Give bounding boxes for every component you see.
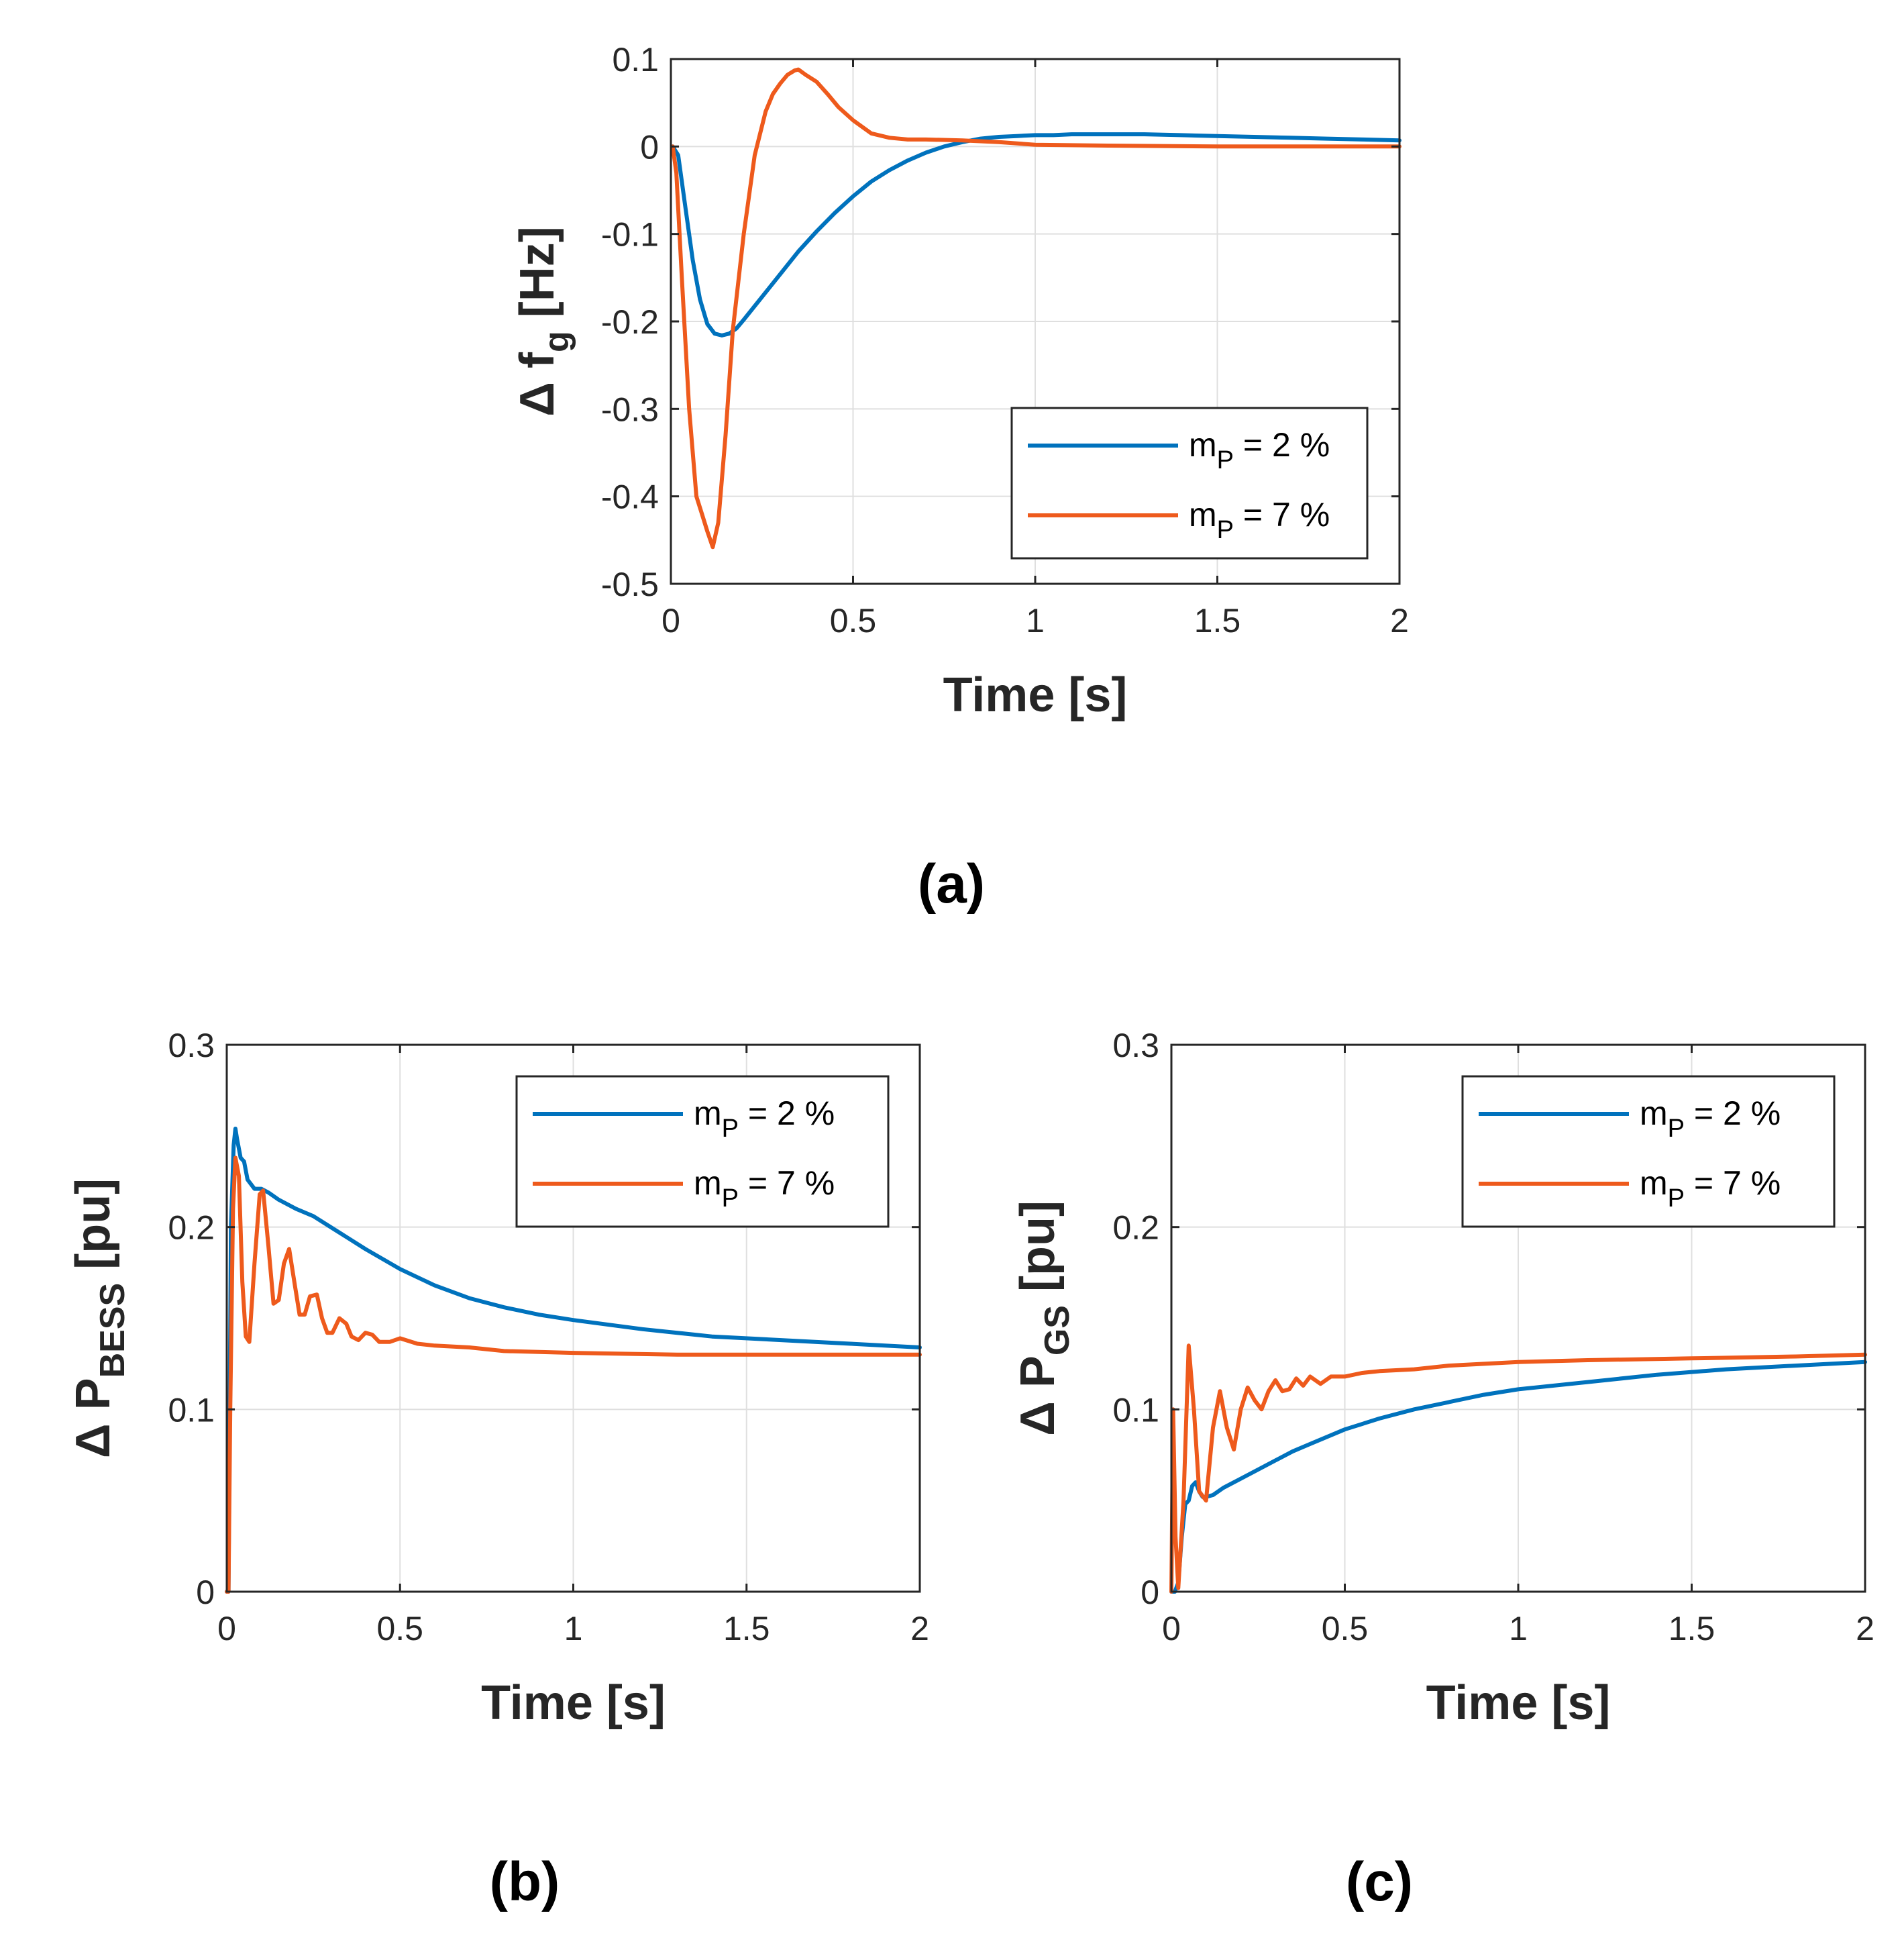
x-tick-label: 0 [217, 1610, 236, 1647]
y-tick-label: 0.1 [168, 1391, 215, 1429]
y-axis-label-subscript: GS [1038, 1305, 1077, 1355]
x-tick-label: 0.5 [830, 602, 877, 639]
y-tick-label: 0.1 [612, 41, 659, 79]
legend-entry-1: mP = 2 % [694, 1094, 835, 1143]
legend-box [1461, 1075, 1836, 1228]
y-axis-label: Δ PGS [pu] [1011, 1200, 1077, 1436]
x-tick-label: 1.5 [723, 1610, 770, 1647]
legend-entry-main: m [1189, 496, 1217, 533]
legend-entry-rest: = 2 % [1234, 426, 1330, 464]
chart-b: 0 0.5 1 1.5 2 0 0.1 0.2 0.3 Time [s] Δ PBESS [pu] m… [66, 1027, 929, 1912]
y-axis-label-main: Δ P [66, 1378, 120, 1458]
y-tick-label: 0 [196, 1574, 215, 1611]
x-tick-label: 1 [564, 1610, 583, 1647]
x-tick-label: 0 [1162, 1610, 1181, 1647]
legend-entry-2: mP = 7 % [694, 1164, 835, 1213]
chart-caption: (c) [1346, 1851, 1413, 1912]
x-tick-label: 0.5 [376, 1610, 423, 1647]
series-line-2 [670, 67, 1401, 550]
legend-entry-subscript: P [1668, 1115, 1685, 1143]
legend-entry-2: mP = 7 % [1189, 496, 1330, 544]
legend-entry-rest: = 7 % [1234, 496, 1330, 533]
chart-caption: (a) [918, 854, 985, 915]
legend-entry-1: mP = 2 % [1640, 1094, 1781, 1143]
y-axis-label-subscript: g [537, 331, 576, 352]
series-line-1 [225, 1127, 922, 1594]
legend-entry-1: mP = 2 % [1189, 426, 1330, 474]
y-axis-label: Δ fg [Hz] [511, 226, 576, 416]
legend-entry-rest: = 7 % [1685, 1164, 1781, 1202]
y-tick-label: 0.2 [168, 1209, 215, 1247]
y-tick-label: -0.3 [601, 391, 659, 428]
x-tick-label: 1.5 [1669, 1610, 1715, 1647]
x-axis-label: Time [s] [481, 1676, 666, 1730]
series-line-1 [1169, 1360, 1867, 1594]
y-tick-label: 0.3 [168, 1027, 215, 1064]
series-line-2 [1169, 1343, 1867, 1594]
y-axis-label-unit: [pu] [1011, 1200, 1065, 1305]
legend-entry-main: m [694, 1164, 722, 1202]
y-tick-label: 0 [1141, 1574, 1159, 1611]
legend-entry-subscript: P [1217, 516, 1234, 544]
y-tick-label: 0.1 [1112, 1391, 1159, 1429]
legend-entry-rest: = 7 % [739, 1164, 835, 1202]
series-line-2 [225, 1156, 922, 1594]
legend-entry-rest: = 2 % [739, 1094, 835, 1132]
x-tick-label: 1.5 [1194, 602, 1241, 639]
x-tick-label: 2 [910, 1610, 929, 1647]
chart-caption: (b) [490, 1851, 560, 1912]
y-tick-label: -0.5 [601, 566, 659, 603]
y-tick-label: -0.1 [601, 216, 659, 254]
legend-entry-subscript: P [722, 1184, 739, 1213]
y-tick-label: 0.2 [1112, 1209, 1159, 1247]
legend-entry-subscript: P [722, 1115, 739, 1143]
y-tick-label: -0.4 [601, 478, 659, 516]
legend-entry-2: mP = 7 % [1640, 1164, 1781, 1213]
y-axis-label: Δ PBESS [pu] [66, 1178, 132, 1458]
legend: mP = 2 %mP = 7 % [515, 1075, 890, 1228]
legend-entry-main: m [1189, 426, 1217, 464]
legend: mP = 2 %mP = 7 % [1010, 407, 1369, 560]
x-axis-label: Time [s] [943, 668, 1128, 722]
y-tick-label: -0.2 [601, 303, 659, 341]
legend-entry-main: m [1640, 1094, 1668, 1132]
chart-c: 0 0.5 1 1.5 2 0 0.1 0.2 0.3 Time [s] Δ PGS [pu] mP … [1011, 1027, 1874, 1912]
series-line-1 [670, 132, 1401, 338]
y-axis-label-subscript: BESS [93, 1283, 132, 1378]
legend-entry-subscript: P [1217, 446, 1234, 474]
x-tick-label: 2 [1856, 1610, 1874, 1647]
legend-box [515, 1075, 890, 1228]
x-tick-label: 0 [662, 602, 680, 639]
legend-box [1010, 407, 1369, 560]
x-tick-label: 1 [1026, 602, 1045, 639]
legend-entry-rest: = 2 % [1685, 1094, 1781, 1132]
y-tick-label: 0 [640, 128, 659, 166]
legend-entry-subscript: P [1668, 1184, 1685, 1213]
y-tick-label: 0.3 [1112, 1027, 1159, 1064]
x-tick-label: 2 [1390, 602, 1409, 639]
legend-entry-main: m [694, 1094, 722, 1132]
x-axis-label: Time [s] [1426, 1676, 1611, 1730]
y-axis-label-main: Δ P [1011, 1355, 1065, 1436]
legend-entry-main: m [1640, 1164, 1668, 1202]
y-axis-label-unit: [Hz] [511, 226, 564, 331]
y-axis-label-unit: [pu] [66, 1178, 120, 1283]
x-tick-label: 0.5 [1322, 1610, 1369, 1647]
chart-a: 0 0.5 1 1.5 2 -0.5 -0.4 -0.3 -0.2 -0.1 0 0.1 Time [s… [511, 41, 1409, 915]
legend: mP = 2 %mP = 7 % [1461, 1075, 1836, 1228]
x-tick-label: 1 [1509, 1610, 1528, 1647]
y-axis-label-main: Δ f [511, 352, 564, 417]
